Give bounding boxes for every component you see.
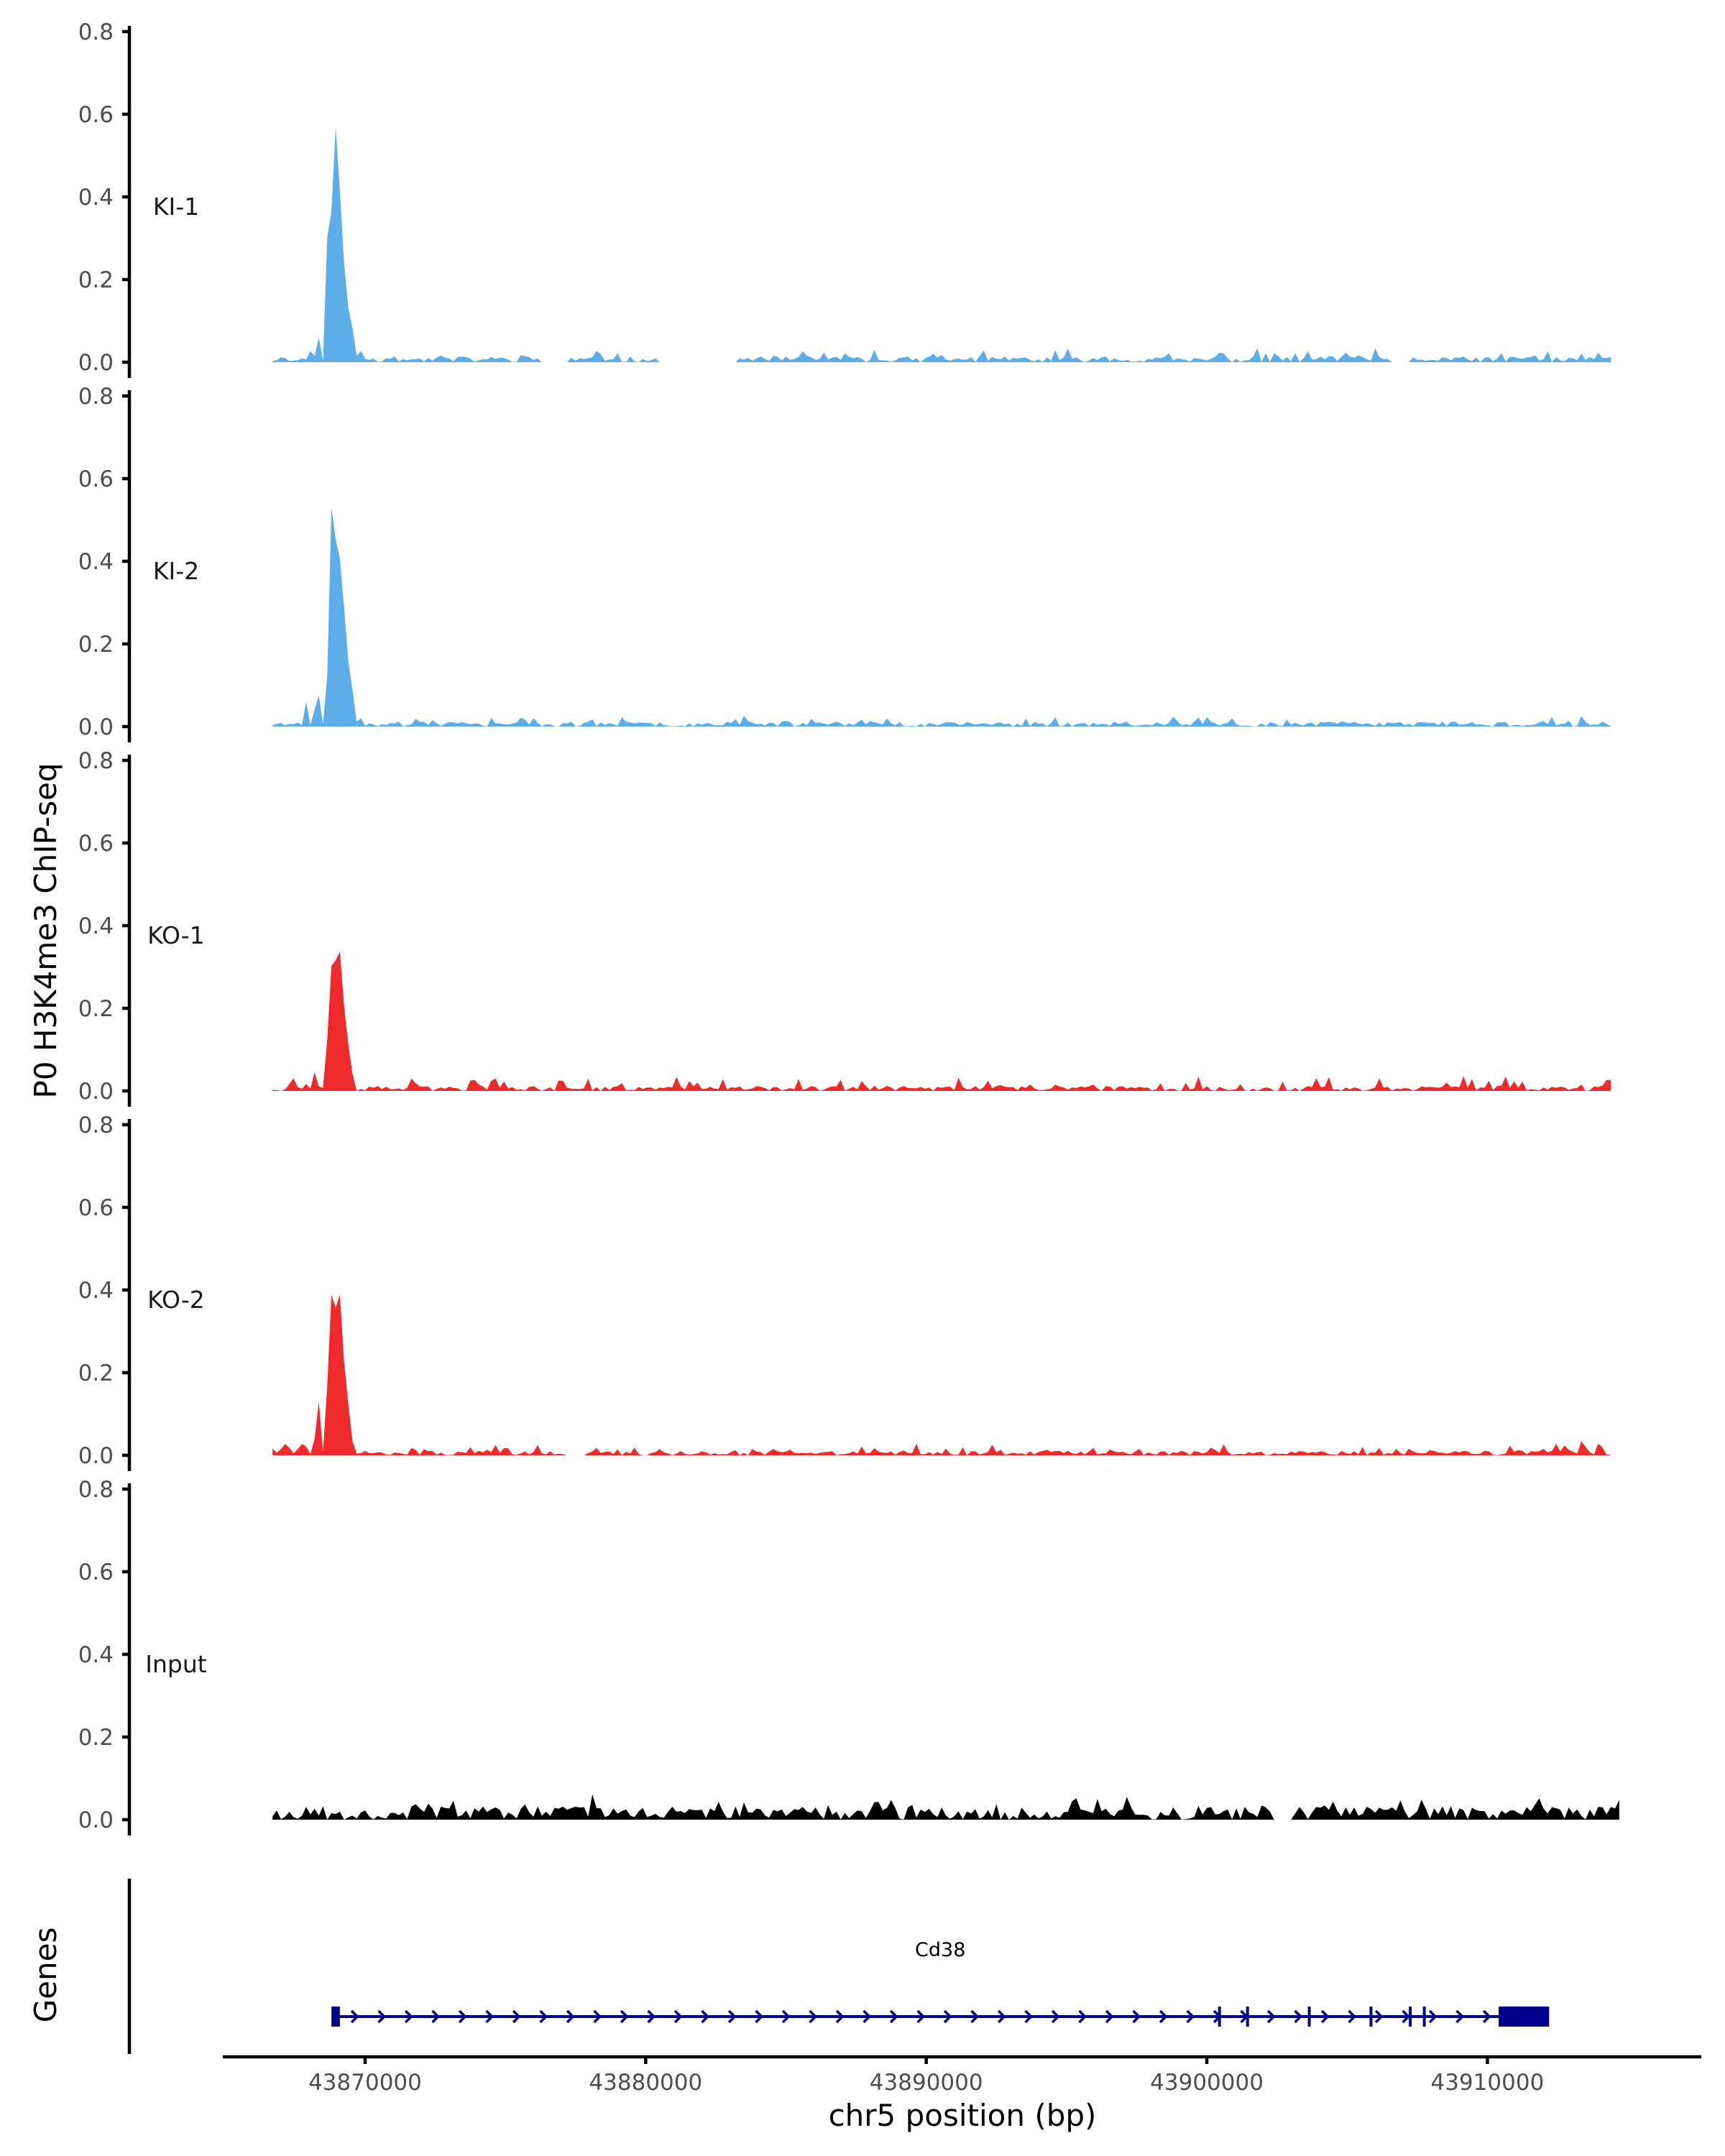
signal-area-ki-1 [272, 126, 1611, 363]
gene-strand-arrow [539, 2009, 548, 2024]
y-tick-label: 0.2 [78, 267, 114, 293]
gene-strand-arrow [377, 2009, 387, 2024]
gene-strand-arrow [1266, 2009, 1276, 2024]
y-tick-label: 0.6 [78, 466, 114, 492]
gene-strand-arrow [1482, 2009, 1491, 2024]
y-tick-label: 0.0 [78, 714, 114, 740]
y-tick-label: 0.4 [78, 549, 114, 575]
y-tick-label: 0.6 [78, 831, 114, 857]
gene-strand-arrow [1186, 2009, 1195, 2024]
y-tick-label: 0.4 [78, 185, 114, 211]
track-label-ko-1: KO-1 [147, 921, 205, 949]
gene-strand-arrow [1320, 2009, 1330, 2024]
gene-strand-arrow [673, 2009, 683, 2024]
gene-strand-arrow [1428, 2009, 1438, 2024]
track-label-ko-2: KO-2 [147, 1286, 205, 1314]
gene-strand-arrow [458, 2009, 467, 2024]
gene-strand-arrow [1105, 2009, 1114, 2024]
gene-strand-arrow [1132, 2009, 1141, 2024]
gene-strand-arrow [1348, 2009, 1357, 2024]
y-tick-label: 0.2 [78, 632, 114, 658]
gene-strand-arrow [862, 2009, 872, 2024]
y-tick-label: 0.4 [78, 1642, 114, 1668]
track-axes: 0.0 0.2 0.4 0.6 0.8 KI-1 0.0 0.2 0.4 0.6 0.8 KI-2 0.… [78, 19, 207, 1835]
gene-exon [1246, 2007, 1249, 2027]
y-tick-label: 0.0 [78, 1807, 114, 1833]
gene-strand-arrow [1024, 2009, 1034, 2024]
y-tick-label: 0.4 [78, 913, 114, 939]
genes-axis-title: Genes [28, 1927, 63, 2023]
gene-strand-arrow [997, 2009, 1006, 2024]
signal-area-input [272, 1794, 1619, 1820]
signal-tracks [272, 126, 1619, 1820]
gene-name-label: Cd38 [915, 1939, 965, 1961]
y-tick-label: 0.2 [78, 996, 114, 1022]
y-tick-label: 0.8 [78, 748, 114, 774]
x-tick-label: 43910000 [1431, 2070, 1545, 2096]
y-tick-label: 0.8 [78, 19, 114, 45]
track-label-ki-1: KI-1 [153, 193, 199, 221]
gene-strand-arrow [512, 2009, 521, 2024]
y-tick-label: 0.8 [78, 384, 114, 410]
gene-exon [1369, 2007, 1373, 2027]
y-tick-label: 0.6 [78, 1560, 114, 1585]
gene-strand-arrow [701, 2009, 710, 2024]
y-tick-label: 0.6 [78, 1195, 114, 1221]
gene-strand-arrow [809, 2009, 818, 2024]
signal-area-ki-2 [272, 507, 1611, 727]
signal-area-ko-1 [272, 952, 1611, 1091]
y-tick-label: 0.8 [78, 1112, 114, 1138]
gene-exon [1307, 2007, 1311, 2027]
y-tick-label: 0.8 [78, 1477, 114, 1503]
gene-strand-arrow [970, 2009, 980, 2024]
gene-strand-arrow [1374, 2009, 1384, 2024]
y-tick-label: 0.2 [78, 1360, 114, 1386]
gene-exon [331, 2007, 340, 2027]
gene-strand-arrow [889, 2009, 898, 2024]
gene-strand-arrow [1078, 2009, 1087, 2024]
gene-strand-arrow [1051, 2009, 1060, 2024]
y-tick-label: 0.4 [78, 1278, 114, 1304]
gene-exon [1422, 2007, 1426, 2027]
y-tick-label: 0.0 [78, 350, 114, 376]
gene-strand-arrow [1159, 2009, 1168, 2024]
gene-strand-arrow [943, 2009, 952, 2024]
gene-strand-arrow [1455, 2009, 1465, 2024]
gene-strand-arrow [835, 2009, 845, 2024]
signal-area-ko-2 [272, 1294, 1611, 1455]
gene-strand-arrow [485, 2009, 494, 2024]
gene-strand-arrow [781, 2009, 791, 2024]
gene-strand-arrow [620, 2009, 629, 2024]
gene-exon [1499, 2007, 1550, 2027]
y-tick-label: 0.0 [78, 1079, 114, 1105]
x-tick-label: 43870000 [308, 2070, 422, 2096]
y-tick-label: 0.0 [78, 1443, 114, 1469]
y-tick-label: 0.2 [78, 1725, 114, 1751]
gene-strand-arrow [1402, 2009, 1411, 2024]
y-axis-title: P0 H3K4me3 ChIP-seq [28, 763, 63, 1098]
gene-strand-arrow [727, 2009, 737, 2024]
gene-strand-arrow [1294, 2009, 1303, 2024]
gene-strand-arrow [916, 2009, 926, 2024]
track-label-input: Input [145, 1650, 207, 1678]
y-tick-label: 0.6 [78, 102, 114, 128]
gene-strand-arrow [566, 2009, 575, 2024]
x-tick-label: 43900000 [1150, 2070, 1264, 2096]
gene-strand-arrow [350, 2009, 359, 2024]
x-tick-label: 43890000 [870, 2070, 983, 2096]
gene-strand-arrow [647, 2009, 656, 2024]
x-axis-title: chr5 position (bp) [829, 2098, 1097, 2133]
x-tick-label: 43880000 [589, 2070, 702, 2096]
track-label-ki-2: KI-2 [153, 557, 199, 585]
gene-strand-arrow [593, 2009, 602, 2024]
gene-strand-arrow [431, 2009, 441, 2024]
gene-exon [1409, 2007, 1412, 2027]
gene-exon [1218, 2007, 1221, 2027]
genes-panel: Cd38 43870000 43880000 43890000 43900000 4391… [127, 1879, 1701, 2096]
gene-strand-arrow [755, 2009, 764, 2024]
gene-strand-arrow [404, 2009, 413, 2024]
